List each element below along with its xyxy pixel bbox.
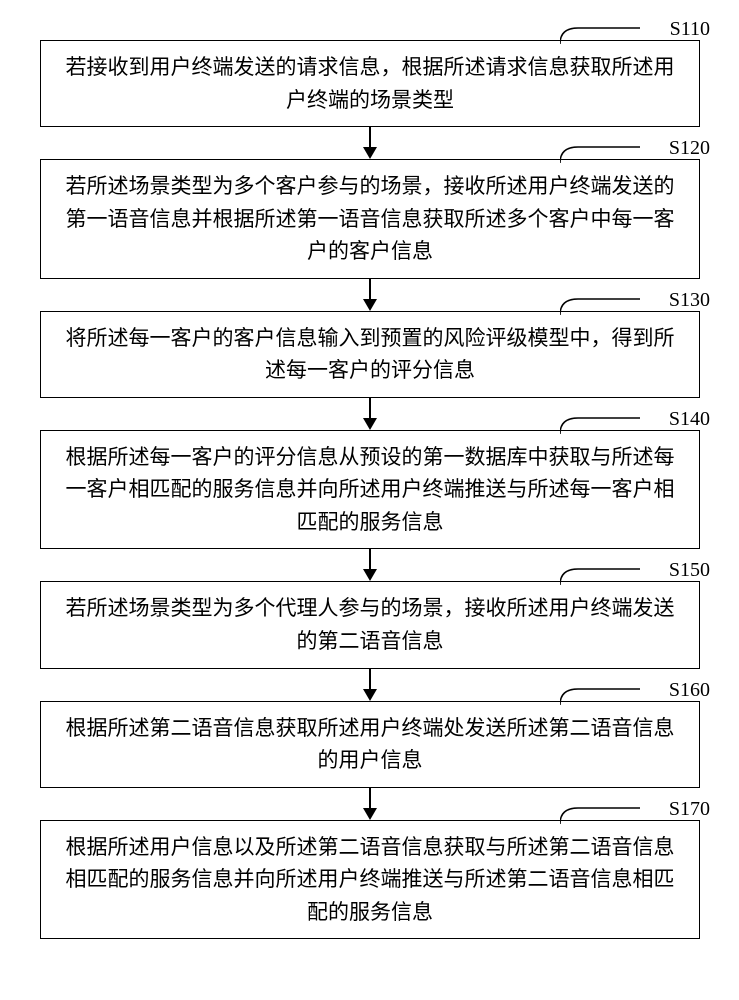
process-text: 根据所述第二语音信息获取所述用户终端处发送所述第二语音信息的用户信息	[57, 712, 683, 777]
step-label: S160	[669, 679, 710, 702]
step-label: S150	[669, 559, 710, 582]
leader-line	[560, 685, 640, 705]
leader-line	[560, 295, 640, 315]
process-text: 若所述场景类型为多个客户参与的场景，接收所述用户终端发送的第一语音信息并根据所述…	[57, 170, 683, 268]
arrow-head	[363, 808, 377, 820]
process-box: 根据所述每一客户的评分信息从预设的第一数据库中获取与所述每一客户相匹配的服务信息…	[40, 430, 700, 550]
step-label: S170	[669, 798, 710, 821]
arrow-head	[363, 689, 377, 701]
process-box: 若接收到用户终端发送的请求信息，根据所述请求信息获取所述用户终端的场景类型	[40, 40, 700, 127]
arrow-head	[363, 569, 377, 581]
arrow-line	[369, 669, 371, 691]
process-text: 若接收到用户终端发送的请求信息，根据所述请求信息获取所述用户终端的场景类型	[57, 51, 683, 116]
step-s150: S150 若所述场景类型为多个代理人参与的场景，接收所述用户终端发送的第二语音信…	[40, 581, 700, 668]
arrow-head	[363, 299, 377, 311]
process-text: 若所述场景类型为多个代理人参与的场景，接收所述用户终端发送的第二语音信息	[57, 592, 683, 657]
arrow-head	[363, 418, 377, 430]
process-box: 若所述场景类型为多个客户参与的场景，接收所述用户终端发送的第一语音信息并根据所述…	[40, 159, 700, 279]
step-label: S120	[669, 137, 710, 160]
step-s110: S110 若接收到用户终端发送的请求信息，根据所述请求信息获取所述用户终端的场景…	[40, 40, 700, 127]
process-box: 根据所述用户信息以及所述第二语音信息获取与所述第二语音信息相匹配的服务信息并向所…	[40, 820, 700, 940]
leader-line	[560, 804, 640, 824]
arrow-line	[369, 279, 371, 301]
arrow-line	[369, 549, 371, 571]
step-s170: S170 根据所述用户信息以及所述第二语音信息获取与所述第二语音信息相匹配的服务…	[40, 820, 700, 940]
arrow-head	[363, 147, 377, 159]
flowchart-container: S110 若接收到用户终端发送的请求信息，根据所述请求信息获取所述用户终端的场景…	[40, 40, 700, 939]
step-s140: S140 根据所述每一客户的评分信息从预设的第一数据库中获取与所述每一客户相匹配…	[40, 430, 700, 550]
process-box: 根据所述第二语音信息获取所述用户终端处发送所述第二语音信息的用户信息	[40, 701, 700, 788]
process-text: 将所述每一客户的客户信息输入到预置的风险评级模型中，得到所述每一客户的评分信息	[57, 322, 683, 387]
step-s120: S120 若所述场景类型为多个客户参与的场景，接收所述用户终端发送的第一语音信息…	[40, 159, 700, 279]
step-label: S130	[669, 289, 710, 312]
process-box: 若所述场景类型为多个代理人参与的场景，接收所述用户终端发送的第二语音信息	[40, 581, 700, 668]
leader-line	[560, 565, 640, 585]
process-box: 将所述每一客户的客户信息输入到预置的风险评级模型中，得到所述每一客户的评分信息	[40, 311, 700, 398]
leader-line	[560, 414, 640, 434]
leader-line	[560, 143, 640, 163]
process-text: 根据所述每一客户的评分信息从预设的第一数据库中获取与所述每一客户相匹配的服务信息…	[57, 441, 683, 539]
step-label: S140	[669, 408, 710, 431]
arrow-line	[369, 127, 371, 149]
step-s130: S130 将所述每一客户的客户信息输入到预置的风险评级模型中，得到所述每一客户的…	[40, 311, 700, 398]
step-s160: S160 根据所述第二语音信息获取所述用户终端处发送所述第二语音信息的用户信息	[40, 701, 700, 788]
step-label: S110	[670, 18, 710, 41]
arrow-line	[369, 398, 371, 420]
leader-line	[560, 24, 640, 44]
arrow-line	[369, 788, 371, 810]
process-text: 根据所述用户信息以及所述第二语音信息获取与所述第二语音信息相匹配的服务信息并向所…	[57, 831, 683, 929]
